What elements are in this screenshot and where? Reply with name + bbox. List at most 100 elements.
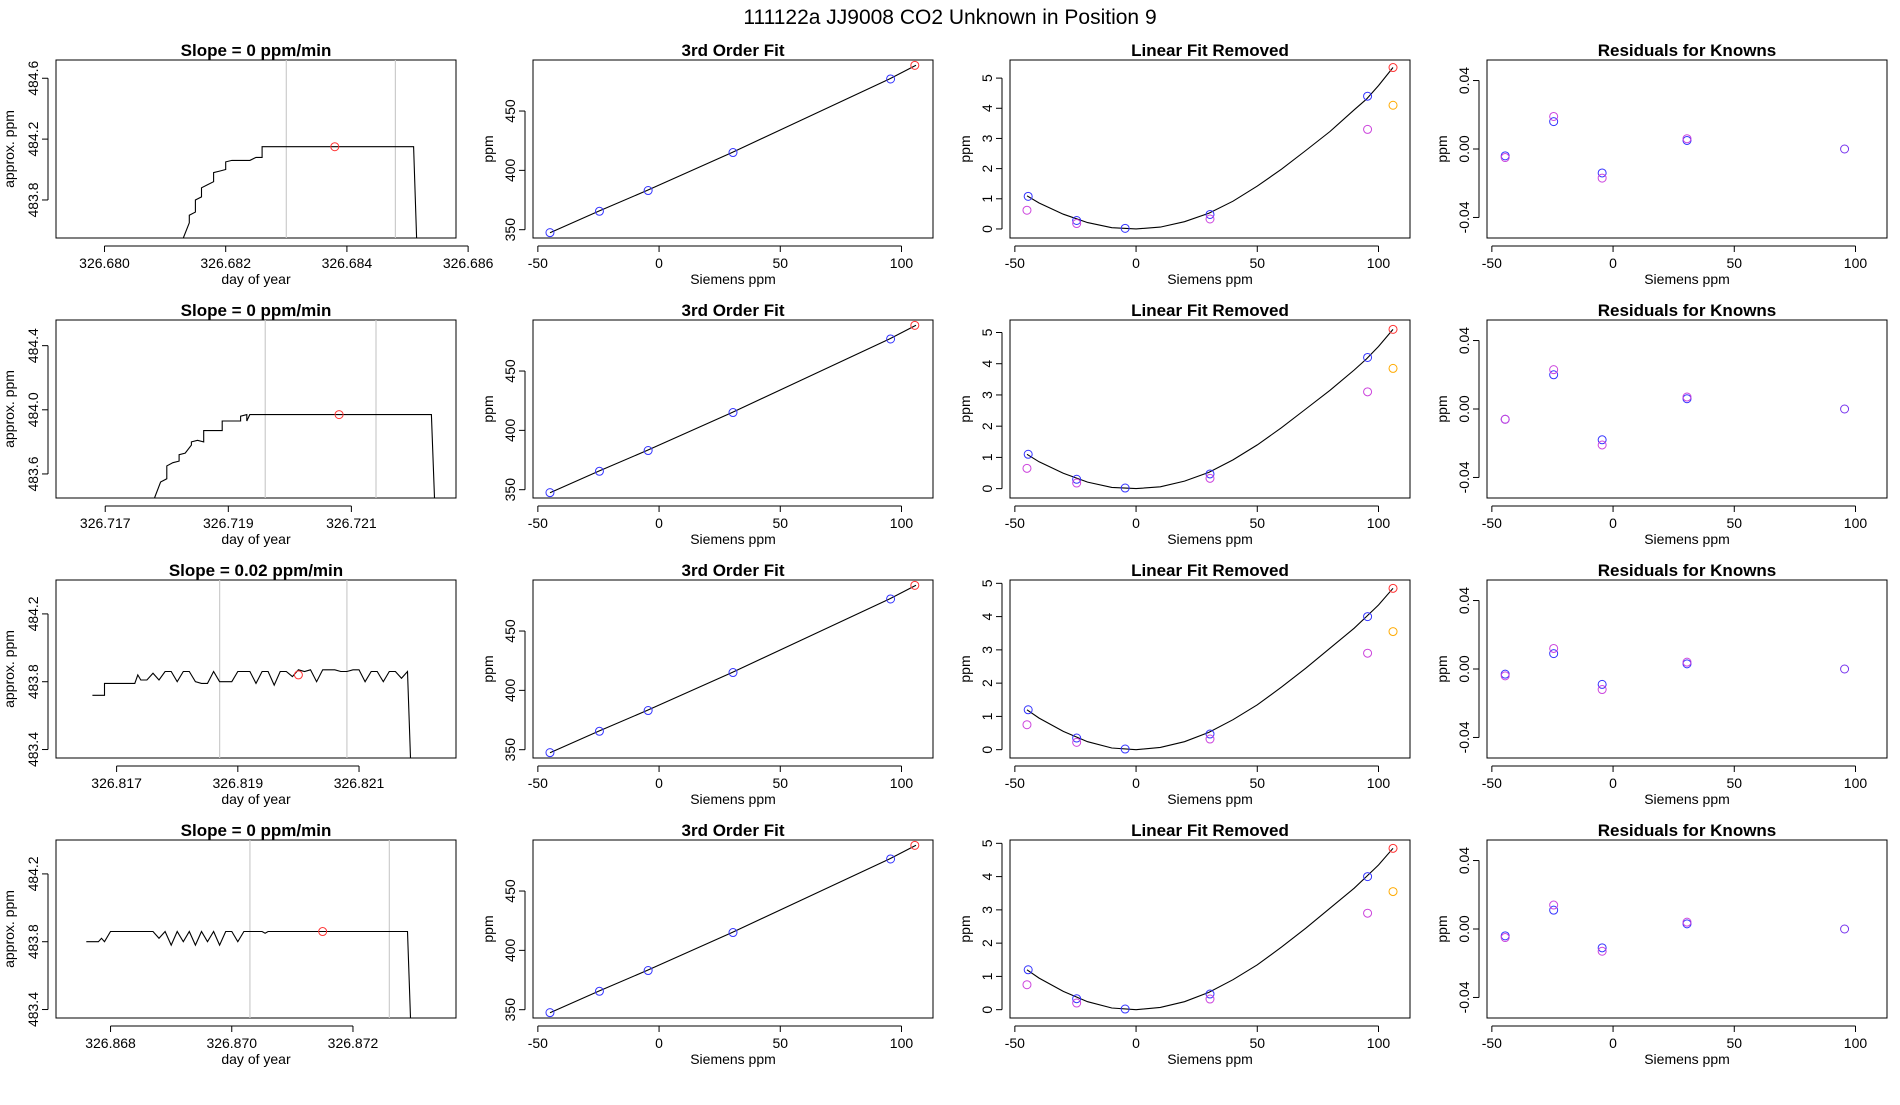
data-point	[594, 986, 604, 996]
y-tick-label: 5	[979, 328, 995, 336]
y-tick-label: 483.8	[25, 664, 41, 699]
data-layer	[92, 669, 412, 758]
y-tick-label: 484.4	[25, 328, 41, 363]
data-point	[594, 206, 604, 216]
x-tick-label: 50	[1249, 255, 1265, 271]
data-point	[1022, 980, 1032, 990]
data-layer	[545, 840, 920, 1018]
fit-curve	[1026, 67, 1394, 230]
data-point	[728, 928, 738, 938]
y-tick-label: 483.8	[25, 924, 41, 959]
data-point	[1388, 363, 1398, 373]
data-point	[1549, 643, 1559, 653]
data-point	[1388, 63, 1398, 73]
data-point	[1022, 720, 1032, 730]
x-tick-label: 50	[772, 1035, 788, 1051]
x-tick-label: 100	[890, 775, 914, 791]
y-tick-label: 0	[979, 1006, 995, 1014]
y-tick-label: 4	[979, 872, 995, 880]
data-point	[1120, 223, 1130, 233]
x-tick-label: 50	[1249, 1035, 1265, 1051]
y-tick-label: 483.6	[25, 456, 41, 491]
y-tick-label: 484.0	[25, 392, 41, 427]
data-point	[1500, 931, 1510, 941]
sample-marker	[334, 410, 344, 420]
data-point	[1388, 583, 1398, 593]
x-tick-label: 50	[1726, 775, 1742, 791]
data-layer	[1500, 365, 1850, 450]
data-point	[1388, 887, 1398, 897]
data-layer	[182, 142, 418, 238]
plot-frame	[1486, 839, 1888, 1019]
y-tick-label: 1	[979, 972, 995, 980]
panel-title: Linear Fit Removed	[1131, 821, 1289, 840]
data-point	[1500, 669, 1510, 679]
x-tick-label: 326.684	[322, 255, 373, 271]
data-point	[1549, 111, 1559, 121]
y-axis-label: ppm	[480, 395, 496, 422]
data-point	[1500, 151, 1510, 161]
data-point	[1597, 685, 1607, 695]
x-tick-label: 100	[890, 255, 914, 271]
data-layer	[1500, 643, 1850, 695]
y-tick-label: 1	[979, 712, 995, 720]
data-point	[1388, 843, 1398, 853]
y-tick-label: 3	[979, 906, 995, 914]
panel-3-4: Residuals for Knowns -50 0 50 100 Siemens ppm…	[1434, 561, 1888, 807]
panel-2-3: Linear Fit Removed -50 0 50 100 Siemens ppm 0 1…	[957, 301, 1411, 547]
y-tick-label: 2	[979, 939, 995, 947]
data-point	[1205, 473, 1215, 483]
plot-frame	[1486, 579, 1888, 759]
data-point	[545, 1008, 555, 1018]
data-point	[1549, 649, 1559, 659]
x-tick-label: -50	[1005, 255, 1025, 271]
data-point	[1840, 924, 1850, 934]
x-tick-label: 326.682	[200, 255, 251, 271]
data-point	[1388, 324, 1398, 334]
y-tick-label: 450	[502, 879, 518, 903]
y-tick-label: 5	[979, 74, 995, 82]
data-point	[1072, 216, 1082, 226]
x-tick-label: 326.680	[79, 255, 130, 271]
x-tick-label: 326.872	[328, 1035, 379, 1051]
x-axis-label: Siemens ppm	[1644, 531, 1730, 547]
x-tick-label: 0	[1609, 515, 1617, 531]
y-tick-label: 350	[502, 998, 518, 1022]
data-layer	[545, 60, 920, 238]
panel-title: Linear Fit Removed	[1131, 301, 1289, 320]
data-point	[1023, 191, 1033, 201]
y-tick-label: 483.8	[25, 182, 41, 217]
x-axis-label: Siemens ppm	[690, 1051, 776, 1067]
panel-title: Linear Fit Removed	[1131, 41, 1289, 60]
data-point	[1363, 872, 1373, 882]
data-point	[728, 408, 738, 418]
data-point	[1363, 612, 1373, 622]
data-point	[1388, 627, 1398, 637]
data-point	[1205, 734, 1215, 744]
x-axis-label: Siemens ppm	[1644, 271, 1730, 287]
panel-title: Slope = 0 ppm/min	[181, 41, 332, 60]
y-axis-label: ppm	[957, 135, 973, 162]
plot-frame	[532, 839, 934, 1019]
plot-frame	[55, 59, 457, 239]
data-point	[1388, 100, 1398, 110]
panel-4-1: Slope = 0 ppm/min 326.868 326.870 326.872 da…	[1, 821, 457, 1067]
x-tick-label: 326.821	[334, 775, 385, 791]
data-point	[886, 334, 896, 344]
data-point	[1120, 483, 1130, 493]
trace-line	[86, 930, 412, 1018]
data-point	[1597, 679, 1607, 689]
y-tick-label: 350	[502, 218, 518, 242]
data-point	[1840, 404, 1850, 414]
x-tick-label: 0	[1609, 775, 1617, 791]
x-axis-label: Siemens ppm	[1167, 271, 1253, 287]
panel-title: Residuals for Knowns	[1598, 41, 1777, 60]
x-tick-label: 100	[1367, 255, 1391, 271]
y-tick-label: 450	[502, 359, 518, 383]
data-point	[910, 580, 920, 590]
x-tick-label: 0	[655, 515, 663, 531]
data-point	[1597, 946, 1607, 956]
data-point	[1549, 900, 1559, 910]
